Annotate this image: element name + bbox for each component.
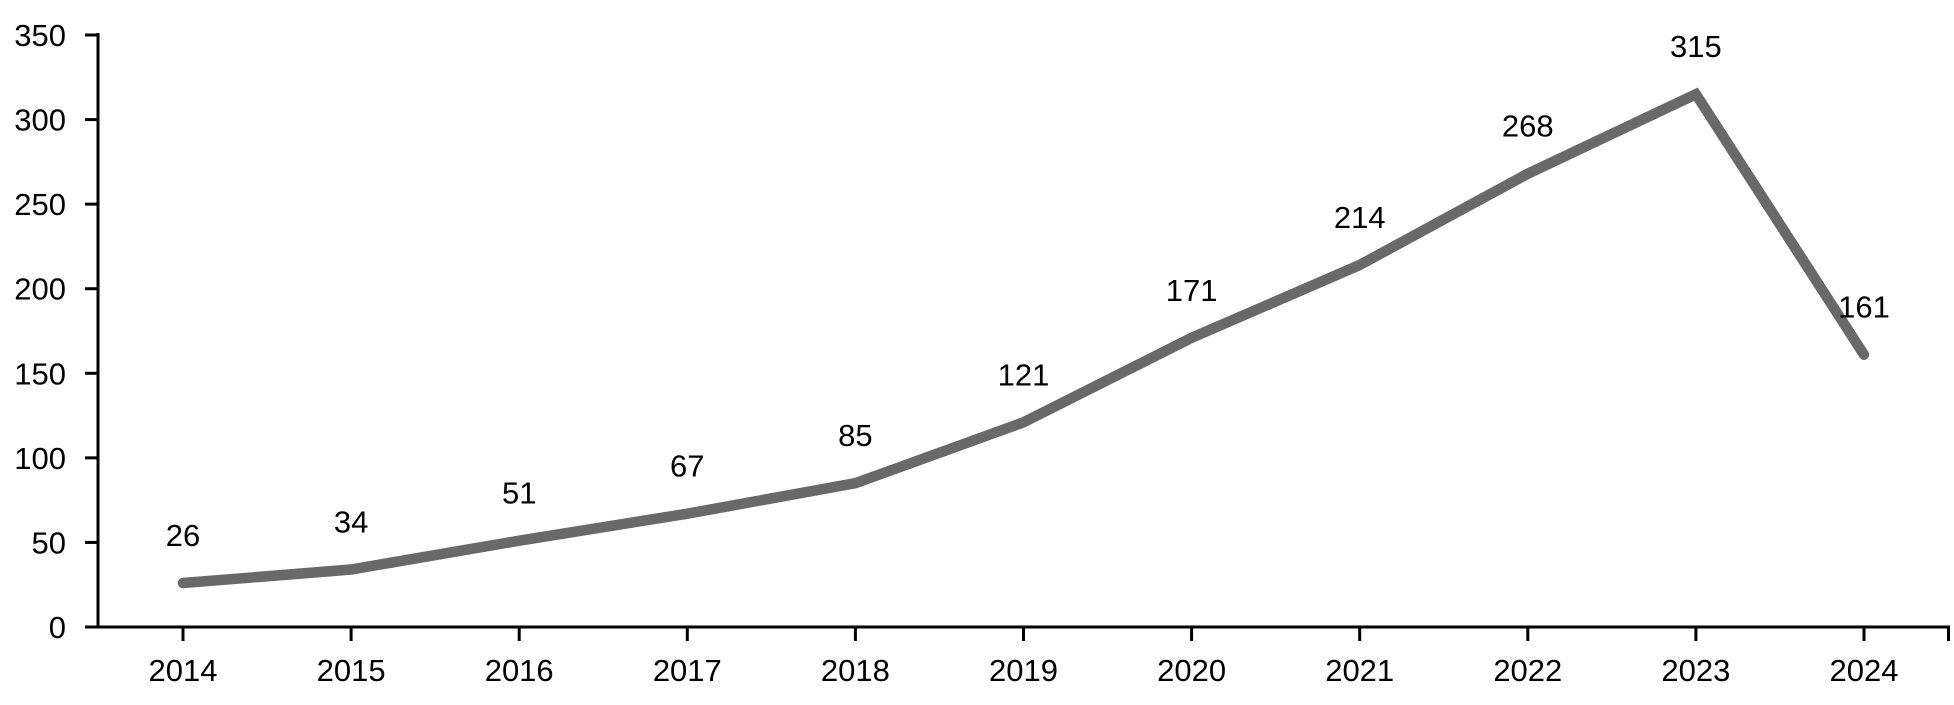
y-tick-label: 300 xyxy=(14,103,66,138)
data-point-label: 161 xyxy=(1838,290,1890,325)
x-tick-label: 2018 xyxy=(821,653,890,688)
data-series-line xyxy=(177,87,1870,589)
data-point-label: 51 xyxy=(502,476,536,511)
data-point-label: 121 xyxy=(998,357,1050,392)
data-point-label: 85 xyxy=(838,418,872,453)
x-tick-label: 2017 xyxy=(653,653,722,688)
data-point-label: 34 xyxy=(334,504,368,539)
x-tick-label: 2020 xyxy=(1157,653,1226,688)
y-tick-label: 50 xyxy=(32,525,66,560)
y-tick-label: 0 xyxy=(49,610,66,645)
data-point-label: 171 xyxy=(1166,273,1218,308)
x-tick-label: 2022 xyxy=(1493,653,1562,688)
data-point-label: 67 xyxy=(670,449,704,484)
data-point-label: 268 xyxy=(1502,109,1554,144)
y-tick-label: 250 xyxy=(14,187,66,222)
y-tick-label: 150 xyxy=(14,356,66,391)
y-tick-label: 200 xyxy=(14,272,66,307)
data-point-label: 26 xyxy=(166,518,200,553)
x-tick-label: 2024 xyxy=(1830,653,1899,688)
x-tick-label: 2016 xyxy=(485,653,554,688)
data-point-label: 315 xyxy=(1670,29,1722,64)
x-tick-label: 2021 xyxy=(1325,653,1394,688)
x-tick-label: 2014 xyxy=(149,653,218,688)
y-tick-label: 350 xyxy=(14,18,66,53)
x-tick-label: 2019 xyxy=(989,653,1058,688)
x-tick-label: 2015 xyxy=(317,653,386,688)
y-tick-label: 100 xyxy=(14,441,66,476)
x-tick-label: 2023 xyxy=(1661,653,1730,688)
data-point-label: 214 xyxy=(1334,200,1386,235)
